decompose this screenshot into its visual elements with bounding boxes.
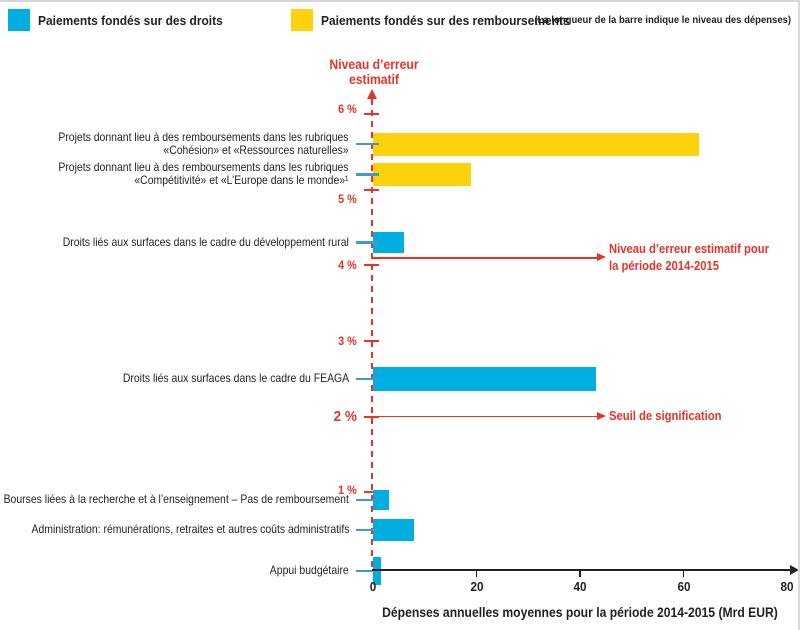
reference-arrow-icon xyxy=(597,412,606,421)
x-axis-title: Dépenses annuelles moyennes pour la péri… xyxy=(382,605,778,620)
x-axis-tick-label: 20 xyxy=(469,579,484,594)
bar-axis-tick xyxy=(356,498,379,502)
reference-line xyxy=(373,256,597,259)
bar-axis-tick xyxy=(356,173,379,176)
bar-label: Administration: rémunérations, retraites… xyxy=(31,523,349,537)
bar-label-line: Appui budgétaire xyxy=(270,563,349,578)
reference-label-line: la période 2014-2015 xyxy=(609,258,720,273)
legend-item-droits: Paiements fondés sur des droits xyxy=(8,9,239,31)
reference-label: Seuil de signification xyxy=(609,408,722,425)
x-axis-tick-label: 0 xyxy=(369,579,377,594)
legend-swatch-remboursements-icon xyxy=(291,9,313,31)
error-tick-label: 6 % xyxy=(338,101,357,116)
error-tick xyxy=(364,339,379,342)
x-axis-tick-label: 80 xyxy=(780,579,794,594)
bar-label-line: Administration: rémunérations, retraites… xyxy=(31,522,349,537)
bar-label: Bourses liées à la recherche et à l’ense… xyxy=(4,493,349,507)
bar-label-line: Bourses liées à la recherche et à l’ense… xyxy=(3,492,349,507)
x-axis-tick xyxy=(579,569,581,577)
bar-droits xyxy=(373,231,405,253)
bar-remboursements xyxy=(373,162,472,186)
error-tick-label: 3 % xyxy=(338,333,357,348)
bar-axis-tick xyxy=(356,241,379,244)
x-axis-tick xyxy=(475,569,478,577)
reference-label-line: Niveau d’erreur estimatif pour xyxy=(609,242,770,257)
error-tick-label: 1 % xyxy=(338,483,357,498)
bar-label-line: Droits liés aux surfaces dans le cadre d… xyxy=(122,371,349,385)
legend-label-droits: Paiements fondés sur des droits xyxy=(38,12,223,28)
error-tick xyxy=(364,188,379,191)
error-tick-label: 4 % xyxy=(338,258,357,273)
bar-axis-tick xyxy=(356,569,379,573)
legend-note: (La longueur de la barre indique le nive… xyxy=(534,15,791,26)
error-axis-arrow-icon xyxy=(366,89,377,99)
error-tick-label: 2 % xyxy=(333,407,357,425)
x-axis-tick xyxy=(682,569,685,577)
bar-label: Droits liés aux surfaces dans le cadre d… xyxy=(122,371,349,386)
bar-label: Projets donnant lieu à des remboursement… xyxy=(58,129,349,158)
y-axis-title: Niveau d’erreur estimatif xyxy=(329,57,418,87)
bar-axis-tick xyxy=(356,142,379,146)
bar-label: Projets donnant lieu à des remboursement… xyxy=(58,159,349,188)
bar-droits xyxy=(373,519,415,542)
error-axis-line xyxy=(371,99,374,570)
bar-label-line: «Compétitivité» et «L’Europe dans le mon… xyxy=(134,173,349,188)
x-axis-line xyxy=(372,569,792,571)
bar-label-line: Droits liés aux surfaces dans le cadre d… xyxy=(62,234,349,249)
reference-line xyxy=(373,415,597,418)
x-axis-tick-label: 40 xyxy=(573,579,587,594)
bar-label-line: Projets donnant lieu à des remboursement… xyxy=(58,129,349,144)
legend-swatch-droits-icon xyxy=(8,9,30,31)
reference-arrow-icon xyxy=(597,253,606,262)
bar-label: Appui budgétaire xyxy=(270,564,349,578)
bar-label-line: Projets donnant lieu à des remboursement… xyxy=(58,159,349,174)
reference-label-line: Seuil de signification xyxy=(609,409,722,424)
bar-axis-tick xyxy=(356,377,379,380)
legend-label-remboursements: Paiements fondés sur des remboursements xyxy=(321,12,570,28)
error-tick xyxy=(364,415,379,418)
reference-label: Niveau d’erreur estimatif pour la période… xyxy=(609,241,769,274)
y-axis-title-line: Niveau d’erreur xyxy=(329,57,419,72)
bar-droits xyxy=(373,366,596,391)
error-tick-label: 5 % xyxy=(338,191,357,206)
legend-item-remboursements: Paiements fondés sur des remboursements xyxy=(291,9,591,31)
bar-label: Droits liés aux surfaces dans le cadre d… xyxy=(62,234,349,250)
bar-remboursements xyxy=(373,132,700,156)
bar-axis-tick xyxy=(356,528,379,532)
error-tick xyxy=(364,491,379,494)
error-tick xyxy=(364,264,379,267)
y-axis-title-line: estimatif xyxy=(349,72,399,87)
bar-droits xyxy=(373,489,389,510)
x-axis-tick-label: 60 xyxy=(676,579,691,594)
error-tick xyxy=(364,112,379,115)
x-axis-arrow-icon xyxy=(790,565,798,575)
bar-label-line: «Cohésion» et «Ressources naturelles» xyxy=(163,143,349,158)
